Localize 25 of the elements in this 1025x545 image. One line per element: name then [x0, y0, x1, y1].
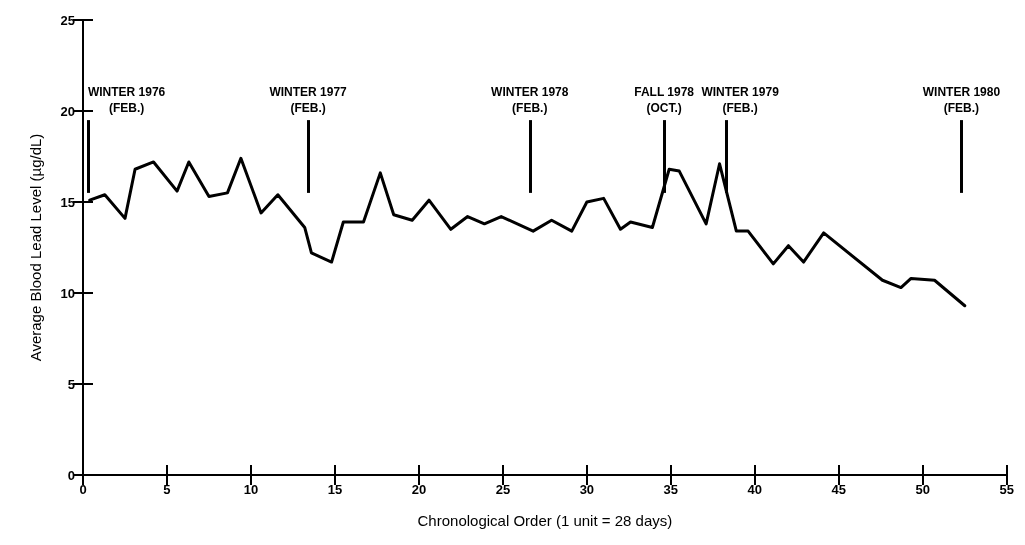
x-tick-label: 20	[411, 482, 427, 497]
ref-line-label: FALL 1978 (OCT.)	[634, 85, 695, 116]
ref-line-label: WINTER 1979 (FEB.)	[701, 85, 780, 116]
x-tick-label: 15	[327, 482, 343, 497]
y-tick-label: 20	[60, 103, 75, 119]
x-axis-title: Chronological Order (1 unit = 28 days)	[417, 512, 673, 529]
x-tick-label: 30	[579, 482, 595, 497]
ref-line-label: WINTER 1976 (FEB.)	[87, 85, 166, 116]
x-tick-label: 25	[495, 482, 511, 497]
x-tick-label: 10	[243, 482, 259, 497]
y-tick-label: 10	[60, 285, 75, 301]
x-tick-label: 50	[915, 482, 931, 497]
ref-line-label: WINTER 1980 (FEB.)	[922, 85, 1001, 116]
y-tick-label: 5	[67, 376, 75, 392]
ref-line-label: WINTER 1977 (FEB.)	[269, 85, 348, 116]
x-tick-label: 5	[163, 482, 171, 497]
y-tick-label: 15	[60, 194, 75, 210]
x-tick-label: 35	[663, 482, 679, 497]
x-tick-label: 55	[999, 482, 1014, 497]
x-tick-label: 45	[831, 482, 847, 497]
x-tick-label: 40	[747, 482, 763, 497]
y-axis-title: Average Blood Lead Level (µg/dL)	[27, 133, 44, 362]
ref-line-label: WINTER 1978 (FEB.)	[491, 85, 569, 116]
y-tick-label: 25	[60, 12, 75, 28]
x-tick-label: 0	[79, 482, 87, 497]
